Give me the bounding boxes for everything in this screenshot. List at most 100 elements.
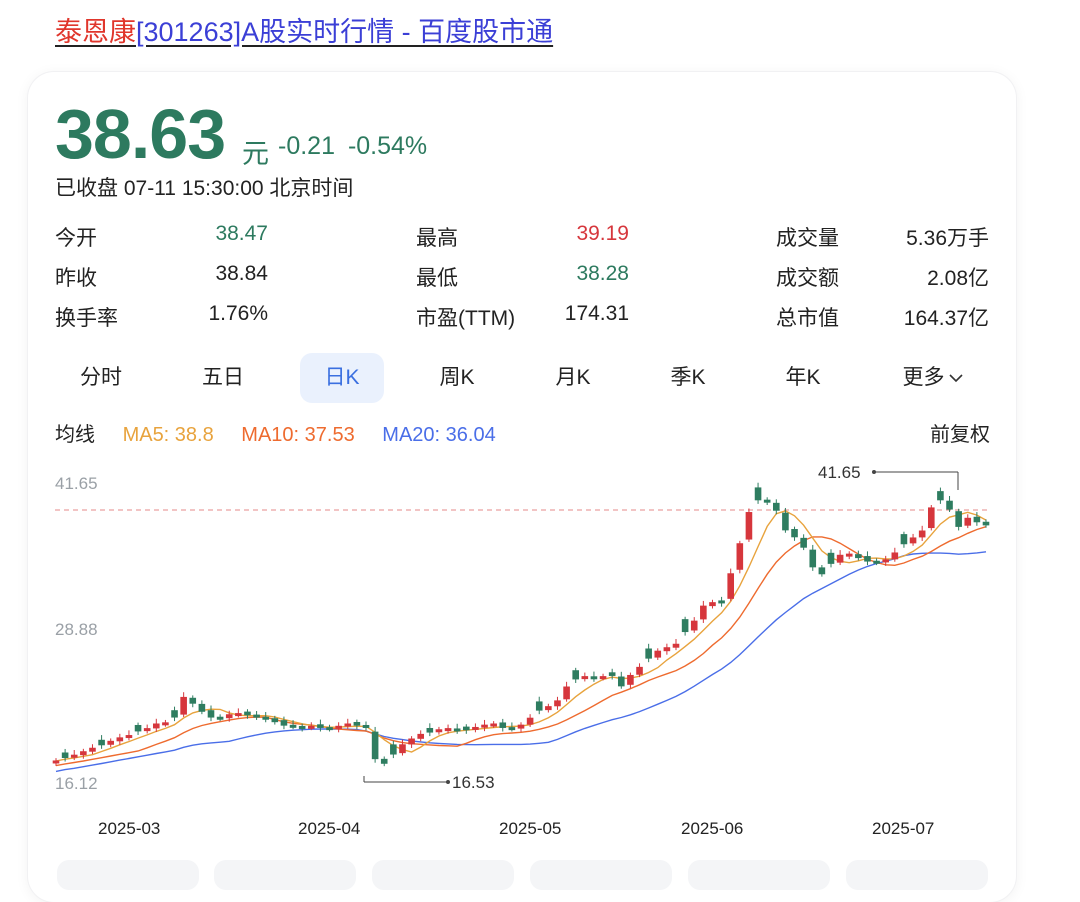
tab-more-label: 更多 bbox=[902, 366, 945, 389]
candle-body bbox=[563, 686, 570, 700]
price-unit: 元 bbox=[242, 139, 269, 169]
current-price: 38.63 bbox=[55, 95, 226, 173]
stat-value-low: 38.28 bbox=[576, 262, 629, 285]
candle-body bbox=[143, 728, 151, 732]
chevron-down-icon bbox=[945, 366, 964, 389]
candle-body bbox=[408, 738, 415, 745]
stat-label-prev-close: 昨收 bbox=[55, 267, 97, 290]
stat-value-volume: 5.36万手 bbox=[906, 227, 989, 250]
bottom-pill[interactable] bbox=[846, 860, 988, 890]
x-tick-label: 2025-05 bbox=[499, 819, 561, 838]
candle-body bbox=[280, 720, 288, 726]
candle-body bbox=[645, 648, 652, 659]
candle-body bbox=[417, 733, 425, 739]
candle-body bbox=[937, 491, 944, 501]
y-tick-label: 28.88 bbox=[55, 620, 98, 639]
stat-label-market-cap: 总市值 bbox=[776, 307, 839, 330]
candle-body bbox=[125, 735, 133, 739]
candle-body bbox=[134, 724, 142, 732]
candle-body bbox=[891, 552, 899, 560]
max-annotation: 41.65 bbox=[818, 463, 959, 490]
bottom-pill[interactable] bbox=[688, 860, 830, 890]
candle-body bbox=[152, 723, 160, 729]
candle-body bbox=[399, 744, 406, 754]
quote-card bbox=[28, 72, 1016, 902]
candle-body bbox=[772, 502, 780, 511]
candle-body bbox=[526, 717, 534, 725]
candle-body bbox=[481, 724, 488, 728]
kline-chart[interactable]: 41.65 28.88 16.12 41.65 16.53 2025-03 20… bbox=[0, 455, 1080, 855]
min-price-label: 16.53 bbox=[452, 773, 495, 792]
candle-body bbox=[426, 727, 434, 733]
candle-body bbox=[873, 560, 880, 564]
x-axis-labels: 2025-03 2025-04 2025-05 2025-06 2025-07 bbox=[98, 819, 934, 838]
candle-body bbox=[70, 754, 78, 758]
x-tick-label: 2025-07 bbox=[872, 819, 934, 838]
max-price-label: 41.65 bbox=[818, 463, 861, 482]
y-tick-label: 16.12 bbox=[55, 774, 98, 793]
tab-five-day[interactable]: 五日 bbox=[202, 366, 244, 389]
tab-weekly-k[interactable]: 周K bbox=[439, 366, 475, 389]
y-tick-label: 41.65 bbox=[55, 474, 98, 493]
bottom-pill[interactable] bbox=[372, 860, 514, 890]
tab-monthly-k[interactable]: 月K bbox=[555, 366, 591, 389]
candle-body bbox=[809, 549, 817, 568]
stat-value-pe: 174.31 bbox=[564, 302, 629, 325]
candle-body bbox=[198, 703, 206, 712]
candle-body bbox=[754, 487, 762, 501]
tab-quarterly-k[interactable]: 季K bbox=[670, 366, 706, 389]
candle-body bbox=[317, 724, 324, 728]
bottom-pill[interactable] bbox=[57, 860, 199, 890]
candle-body bbox=[572, 670, 580, 680]
candle-body bbox=[700, 605, 707, 620]
stat-label-turnover-rate: 换手率 bbox=[55, 307, 118, 330]
candle-body bbox=[617, 676, 625, 687]
candle-body bbox=[107, 740, 115, 745]
candle-body bbox=[371, 731, 379, 760]
candle-body bbox=[718, 600, 725, 604]
bottom-pill[interactable] bbox=[214, 860, 356, 890]
candle-body bbox=[116, 737, 124, 742]
stat-label-open: 今开 bbox=[55, 227, 97, 250]
candle-body bbox=[845, 553, 853, 557]
stat-value-turnover-rate: 1.76% bbox=[208, 302, 268, 325]
candle-body bbox=[973, 516, 981, 523]
tab-more[interactable]: 更多 bbox=[886, 353, 980, 403]
candle-body bbox=[927, 507, 935, 529]
adjust-toggle[interactable]: 前复权 bbox=[930, 424, 990, 446]
tab-intraday[interactable]: 分时 bbox=[80, 366, 122, 389]
ma20-line bbox=[55, 551, 987, 773]
stock-name: 泰恩康 bbox=[55, 17, 136, 47]
ma-legend: 均线 MA5: 38.8 MA10: 37.53 MA20: 36.04 bbox=[55, 418, 518, 447]
bottom-pill[interactable] bbox=[530, 860, 672, 890]
candle-body bbox=[946, 500, 953, 510]
candle-body bbox=[554, 700, 561, 707]
candle-body bbox=[235, 713, 242, 717]
candle-body bbox=[581, 676, 589, 680]
candle-body bbox=[80, 751, 87, 756]
candle-body bbox=[791, 529, 798, 538]
stat-label-high: 最高 bbox=[416, 227, 458, 250]
candle-body bbox=[800, 537, 807, 548]
candle-body bbox=[499, 722, 507, 728]
tab-daily-k[interactable]: 日K bbox=[300, 353, 384, 403]
candle-body bbox=[709, 602, 716, 607]
candle-body bbox=[52, 760, 60, 764]
candle-body bbox=[964, 517, 972, 526]
candle-body bbox=[298, 725, 306, 729]
candle-body bbox=[171, 710, 178, 718]
page-title-rest: [301263]A股实时行情 - 百度股市通 bbox=[136, 17, 554, 47]
tab-yearly-k[interactable]: 年K bbox=[785, 366, 821, 389]
change-percent: -0.54% bbox=[347, 132, 428, 160]
stat-label-pe: 市盈(TTM) bbox=[416, 307, 516, 330]
candle-body bbox=[253, 714, 260, 718]
candle-body bbox=[326, 727, 333, 731]
y-axis-labels: 41.65 28.88 16.12 bbox=[55, 474, 98, 793]
candle-body bbox=[390, 744, 397, 755]
market-status: 已收盘 07-11 15:30:00 北京时间 bbox=[55, 177, 354, 200]
candle-body bbox=[271, 718, 279, 723]
candle-body bbox=[690, 620, 698, 631]
price-change: -0.21 -0.54% bbox=[278, 132, 427, 161]
page-title-link[interactable]: 泰恩康[301263]A股实时行情 - 百度股市通 bbox=[55, 14, 553, 50]
candle-body bbox=[727, 573, 735, 599]
